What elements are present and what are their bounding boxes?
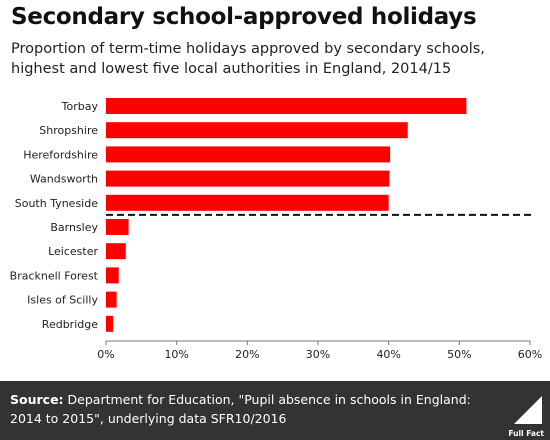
bar-chart: Torbay Shropshire Herefordshire Wandsworth S… (10, 98, 542, 361)
logo-text: Full Fact (508, 429, 544, 438)
category-label: Shropshire (39, 124, 98, 137)
category-label: Isles of Scilly (27, 294, 98, 307)
chart-subtitle: Proportion of term-time holidays approve… (11, 41, 485, 77)
bar (106, 170, 390, 187)
x-tick-label: 40% (376, 348, 400, 361)
category-label: Barnsley (50, 221, 98, 234)
bar (106, 194, 389, 211)
source-note: Source: Department for Education, "Pupil… (10, 390, 480, 428)
source-text: Department for Education, "Pupil absence… (10, 392, 471, 426)
bar (106, 146, 391, 163)
bar (106, 122, 408, 139)
bar (106, 98, 467, 114)
bar (106, 291, 117, 308)
x-tick-label: 60% (518, 348, 542, 361)
category-label: Wandsworth (30, 173, 98, 186)
category-label: Leicester (48, 245, 98, 258)
category-label: Torbay (61, 100, 99, 113)
bar (106, 315, 114, 332)
category-label: South Tyneside (15, 197, 98, 210)
category-label: Bracknell Forest (10, 269, 99, 282)
footer: Source: Department for Education, "Pupil… (0, 381, 550, 440)
x-tick-label: 30% (306, 348, 330, 361)
x-tick-label: 20% (235, 348, 259, 361)
bar (106, 267, 119, 284)
x-tick-label: 50% (447, 348, 471, 361)
category-label: Redbridge (42, 318, 98, 331)
full-fact-logo-icon (514, 396, 542, 424)
bar (106, 243, 126, 260)
source-label: Source: (10, 392, 64, 407)
x-tick-label: 10% (164, 348, 188, 361)
x-tick-label: 0% (97, 348, 114, 361)
chart-title: Secondary school-approved holidays (11, 4, 477, 30)
category-label: Herefordshire (23, 148, 98, 161)
bar (106, 219, 129, 235)
